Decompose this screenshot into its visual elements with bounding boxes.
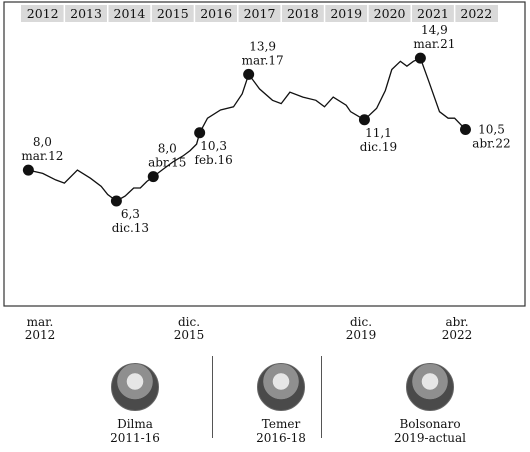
president-period: 2016-18 <box>256 431 306 445</box>
separator <box>212 356 213 438</box>
axis-note-abr-2022: abr. 2022 <box>441 315 473 342</box>
point-value-label: 10,3 <box>200 139 227 153</box>
president-temer: Temer 2016-18 <box>226 363 336 445</box>
point-date-label: abr.15 <box>148 156 186 170</box>
president-name: Temer <box>261 417 301 431</box>
data-point-abr-22 <box>459 124 471 136</box>
data-point-dic-19 <box>358 114 370 126</box>
president-name: Dilma <box>117 417 153 431</box>
data-point-mar-21 <box>414 52 426 64</box>
point-date-label: mar.21 <box>413 37 455 51</box>
point-date-label: dic.19 <box>360 140 397 154</box>
point-markers: 8,0mar.126,3dic.138,0abr.1510,3feb.1613,… <box>21 23 510 235</box>
year-label-2022: 2022 <box>460 6 492 21</box>
point-date-label: mar.17 <box>242 53 284 67</box>
point-value-label: 11,1 <box>365 126 392 140</box>
data-point-mar-12 <box>22 164 34 176</box>
data-point-mar-17 <box>243 68 255 80</box>
year-label-2020: 2020 <box>374 6 406 21</box>
axis-note-dic-2019: dic. 2019 <box>345 315 377 342</box>
point-date-label: abr.22 <box>472 137 510 151</box>
year-label-2012: 2012 <box>27 6 59 21</box>
data-point-feb-16 <box>194 127 206 139</box>
year-label-2013: 2013 <box>70 6 102 21</box>
point-date-label: dic.13 <box>112 221 149 235</box>
axis-note-dic-2015: dic. 2015 <box>173 315 205 342</box>
avatar <box>257 363 305 411</box>
data-point-dic-13 <box>110 195 122 207</box>
point-value-label: 14,9 <box>421 23 448 37</box>
year-label-2017: 2017 <box>244 6 276 21</box>
point-value-label: 6,3 <box>121 207 140 221</box>
data-point-abr-15 <box>147 171 159 183</box>
point-value-label: 10,5 <box>478 123 505 137</box>
year-label-2016: 2016 <box>200 6 232 21</box>
president-bolsonaro: Bolsonaro 2019-actual <box>375 363 485 445</box>
point-value-label: 8,0 <box>158 142 177 156</box>
chart-frame <box>3 1 526 307</box>
separator <box>321 356 322 438</box>
point-value-label: 13,9 <box>249 39 276 53</box>
point-date-label: feb.16 <box>195 153 233 167</box>
year-band-background <box>21 5 498 22</box>
year-label-2018: 2018 <box>287 6 319 21</box>
president-period: 2011-16 <box>110 431 160 445</box>
point-value-label: 8,0 <box>33 135 52 149</box>
point-date-label: mar.12 <box>21 149 63 163</box>
avatar <box>406 363 454 411</box>
year-label-2019: 2019 <box>330 6 362 21</box>
axis-note-mar-2012: mar. 2012 <box>24 315 56 342</box>
year-band: 2012 2013 2014 2015 2016 2017 2018 2019 2020 2021… <box>21 5 498 22</box>
year-label-2014: 2014 <box>114 6 146 21</box>
year-label-2021: 2021 <box>417 6 449 21</box>
president-name: Bolsonaro <box>399 417 461 431</box>
year-label-2015: 2015 <box>157 6 189 21</box>
avatar <box>111 363 159 411</box>
president-period: 2019-actual <box>393 431 466 445</box>
president-dilma: Dilma 2011-16 <box>80 363 190 445</box>
